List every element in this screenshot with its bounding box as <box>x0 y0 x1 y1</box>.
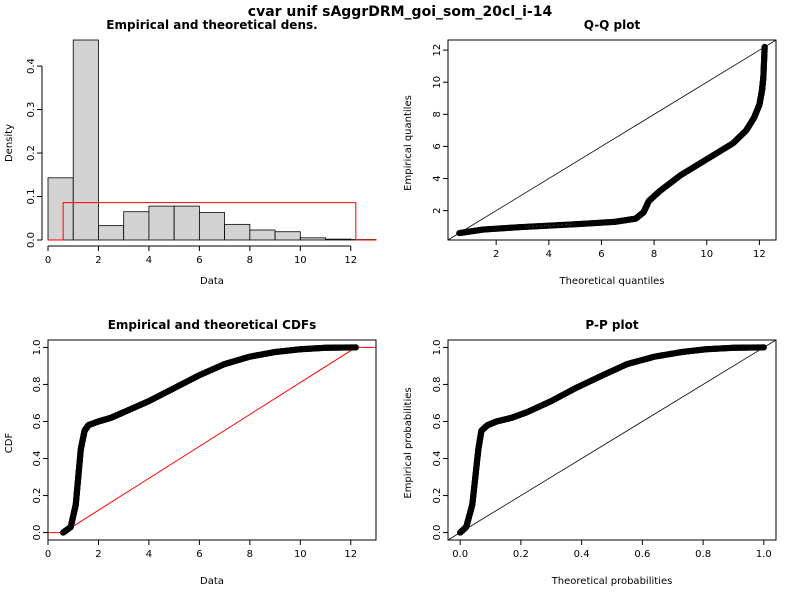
figure-title: cvar unif sAggrDRM_goi_som_20cl_i-14 <box>248 4 553 20</box>
cdf-title: Empirical and theoretical CDFs <box>108 318 317 332</box>
qq-panel: Q-Q plot Theoretical quantiles Empirical… <box>403 18 777 287</box>
qq-x-tick-label: 2 <box>493 249 499 260</box>
density-x-tick-label: 2 <box>95 255 101 266</box>
density-bar <box>47 177 74 241</box>
qq-x-tick-label: 8 <box>651 249 657 260</box>
qq-point <box>761 43 768 51</box>
pp-x-tick-label: 0.4 <box>574 549 590 560</box>
density-x-tick-label: 6 <box>196 255 202 266</box>
density-panel: Empirical and theoretical dens. Data Den… <box>4 18 377 287</box>
density-y-tick-label: 0.2 <box>26 145 37 161</box>
cdf-panel: Empirical and theoretical CDFs Data CDF … <box>4 318 377 587</box>
cdf-theoretical-line <box>48 346 376 534</box>
density-y-tick-label: 0.4 <box>26 58 37 74</box>
density-title: Empirical and theoretical dens. <box>106 18 317 32</box>
density-x-tick-label: 10 <box>294 255 307 266</box>
density-x-tick-label: 0 <box>45 255 51 266</box>
cdf-y-tick-label: 0.2 <box>32 488 43 504</box>
density-x-tick-label: 4 <box>146 255 152 266</box>
qq-plot-area: 2 4 6 8 10 12 2 4 6 8 10 12 <box>432 39 777 260</box>
pp-plot-area: 0.0 0.2 0.4 0.6 0.8 1.0 0.0 0.2 0.4 0.6 0.8 1.0 <box>432 339 777 560</box>
cdf-x-tick-label: 10 <box>294 549 307 560</box>
cdf-point <box>352 344 359 351</box>
density-x-tick-label: 8 <box>247 255 253 266</box>
density-xlabel: Data <box>200 276 224 287</box>
cdf-x-tick-label: 4 <box>146 549 152 560</box>
qq-y-tick-label: 6 <box>432 143 443 149</box>
cdf-y-tick-label: 0.4 <box>32 451 43 467</box>
density-bar <box>98 225 125 241</box>
pp-y-tick-label: 0.0 <box>432 525 443 541</box>
cdf-y-tick-label: 0.8 <box>32 376 43 392</box>
pp-x-tick-label: 0.2 <box>513 549 529 560</box>
pp-ylabel: Empirical probabilities <box>403 387 414 498</box>
pp-panel: P-P plot Theoretical probabilities Empir… <box>403 318 777 587</box>
density-bar <box>123 211 150 241</box>
density-ylabel: Density <box>4 124 15 162</box>
qq-title: Q-Q plot <box>584 18 641 32</box>
qq-y-tick-label: 10 <box>432 76 443 89</box>
qq-x-tick-label: 4 <box>546 249 552 260</box>
qq-ylabel: Empirical quantiles <box>403 95 414 191</box>
pp-reference-line <box>447 339 777 541</box>
cdf-x-tick-label: 8 <box>247 549 253 560</box>
cdf-x-tick-label: 12 <box>344 549 357 560</box>
density-bar <box>224 223 251 241</box>
density-bar <box>173 205 200 241</box>
qq-xlabel: Theoretical quantiles <box>558 276 664 287</box>
density-bar <box>299 237 326 241</box>
density-bar <box>148 205 175 241</box>
qq-y-tick-label: 4 <box>432 175 443 181</box>
density-bar <box>274 231 301 241</box>
qq-y-tick-label: 8 <box>432 111 443 117</box>
density-bar <box>72 39 99 241</box>
pp-point <box>760 344 767 351</box>
pp-y-tick-label: 0.4 <box>432 451 443 467</box>
cdf-x-tick-label: 6 <box>196 549 202 560</box>
cdf-y-tick-label: 0.0 <box>32 525 43 541</box>
pp-x-tick-label: 0.0 <box>452 549 468 560</box>
pp-title: P-P plot <box>585 318 638 332</box>
density-bar <box>325 238 352 241</box>
pp-y-tick-label: 1.0 <box>432 339 443 355</box>
density-y-tick-label: 0.0 <box>26 232 37 248</box>
qq-x-tick-label: 12 <box>753 249 766 260</box>
density-x-tick-label: 12 <box>344 255 357 266</box>
cdf-y-tick-label: 0.6 <box>32 414 43 430</box>
qq-reference-line <box>447 39 777 241</box>
pp-x-tick-label: 0.6 <box>634 549 650 560</box>
pp-y-tick-label: 0.6 <box>432 414 443 430</box>
pp-x-tick-label: 1.0 <box>756 549 772 560</box>
density-bar <box>198 212 226 241</box>
cdf-ylabel: CDF <box>4 433 15 454</box>
qq-y-tick-label: 2 <box>432 207 443 213</box>
density-y-tick-label: 0.1 <box>26 189 37 205</box>
pp-y-tick-label: 0.8 <box>432 376 443 392</box>
qq-x-tick-label: 10 <box>700 249 713 260</box>
cdf-xlabel: Data <box>200 576 224 587</box>
density-plot-area: 0 2 4 6 8 10 12 0.0 0.1 0.2 0.3 0.4 <box>26 39 377 266</box>
pp-x-tick-label: 0.8 <box>695 549 711 560</box>
qq-y-tick-label: 12 <box>432 44 443 57</box>
qq-x-tick-label: 6 <box>598 249 604 260</box>
cdf-x-tick-label: 2 <box>95 549 101 560</box>
density-bar <box>249 229 276 241</box>
density-y-tick-label: 0.3 <box>26 102 37 118</box>
cdf-x-tick-label: 0 <box>45 549 51 560</box>
density-theoretical-line <box>48 202 376 241</box>
cdf-y-tick-label: 1.0 <box>32 339 43 355</box>
pp-xlabel: Theoretical probabilities <box>551 576 673 587</box>
cdf-plot-area: 0 2 4 6 8 10 12 0.0 0.2 0.4 0.6 0.8 1.0 <box>32 339 377 560</box>
pp-y-tick-label: 0.2 <box>432 488 443 504</box>
